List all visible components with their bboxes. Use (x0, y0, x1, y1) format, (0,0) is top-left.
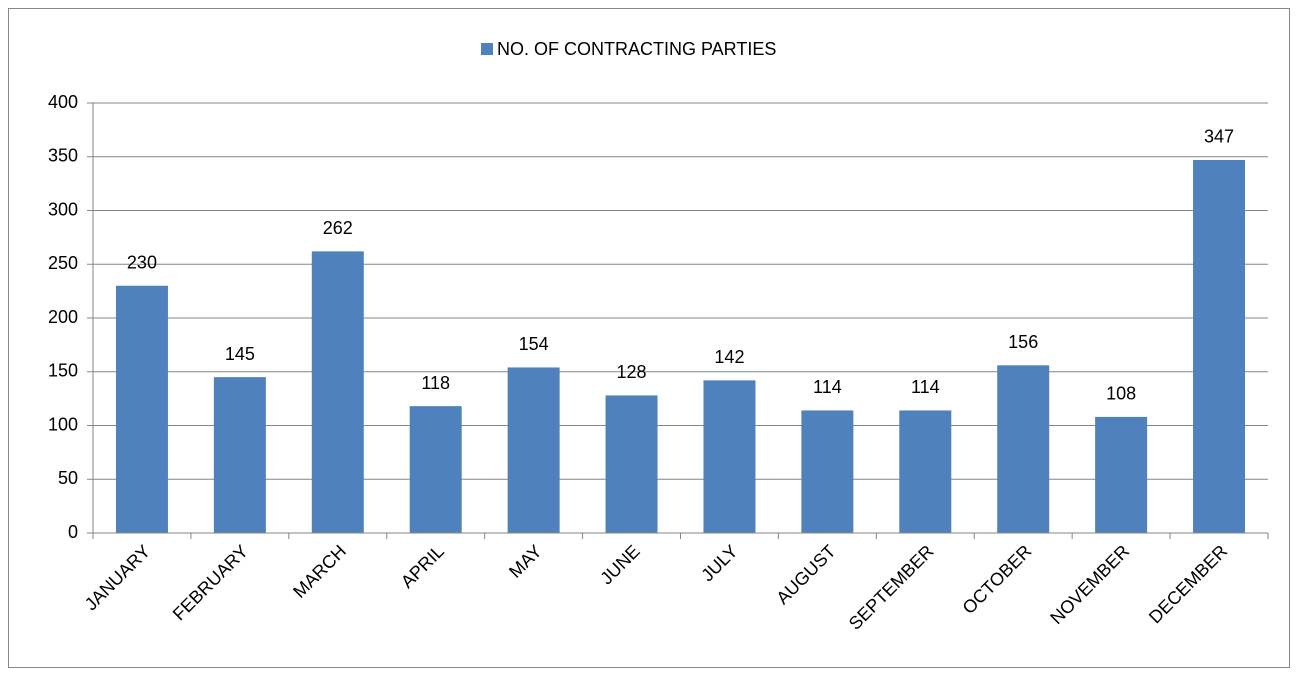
y-tick-label: 250 (48, 253, 78, 273)
bar (703, 380, 756, 533)
data-label: 154 (519, 334, 549, 354)
bar (997, 365, 1050, 533)
y-tick-label: 200 (48, 307, 78, 327)
y-tick-label: 300 (48, 199, 78, 219)
bar (1193, 159, 1246, 533)
y-tick-label: 400 (48, 92, 78, 112)
data-label: 156 (1008, 332, 1038, 352)
legend-label: NO. OF CONTRACTING PARTIES (497, 39, 776, 59)
bar (801, 410, 854, 533)
data-label: 230 (127, 253, 157, 273)
bar (605, 395, 658, 533)
y-tick-label: 350 (48, 146, 78, 166)
bar (409, 406, 462, 533)
data-label: 145 (225, 344, 255, 364)
legend-swatch (481, 43, 493, 55)
y-tick-label: 100 (48, 414, 78, 434)
y-tick-label: 50 (58, 468, 78, 488)
bar (899, 410, 952, 533)
data-label: 114 (813, 377, 842, 397)
bar (507, 367, 560, 533)
data-label: 142 (714, 347, 744, 367)
data-label: 347 (1204, 127, 1234, 147)
bar (115, 285, 168, 533)
y-tick-label: 150 (48, 361, 78, 381)
bar (213, 377, 266, 533)
data-label: 128 (617, 362, 647, 382)
data-label: 108 (1106, 384, 1136, 404)
bar (311, 251, 364, 533)
data-label: 262 (323, 218, 353, 238)
y-tick-label: 0 (68, 522, 78, 542)
data-label: 114 (911, 377, 940, 397)
bar (1095, 416, 1148, 533)
chart-border (8, 8, 1290, 668)
data-label: 118 (421, 373, 450, 393)
